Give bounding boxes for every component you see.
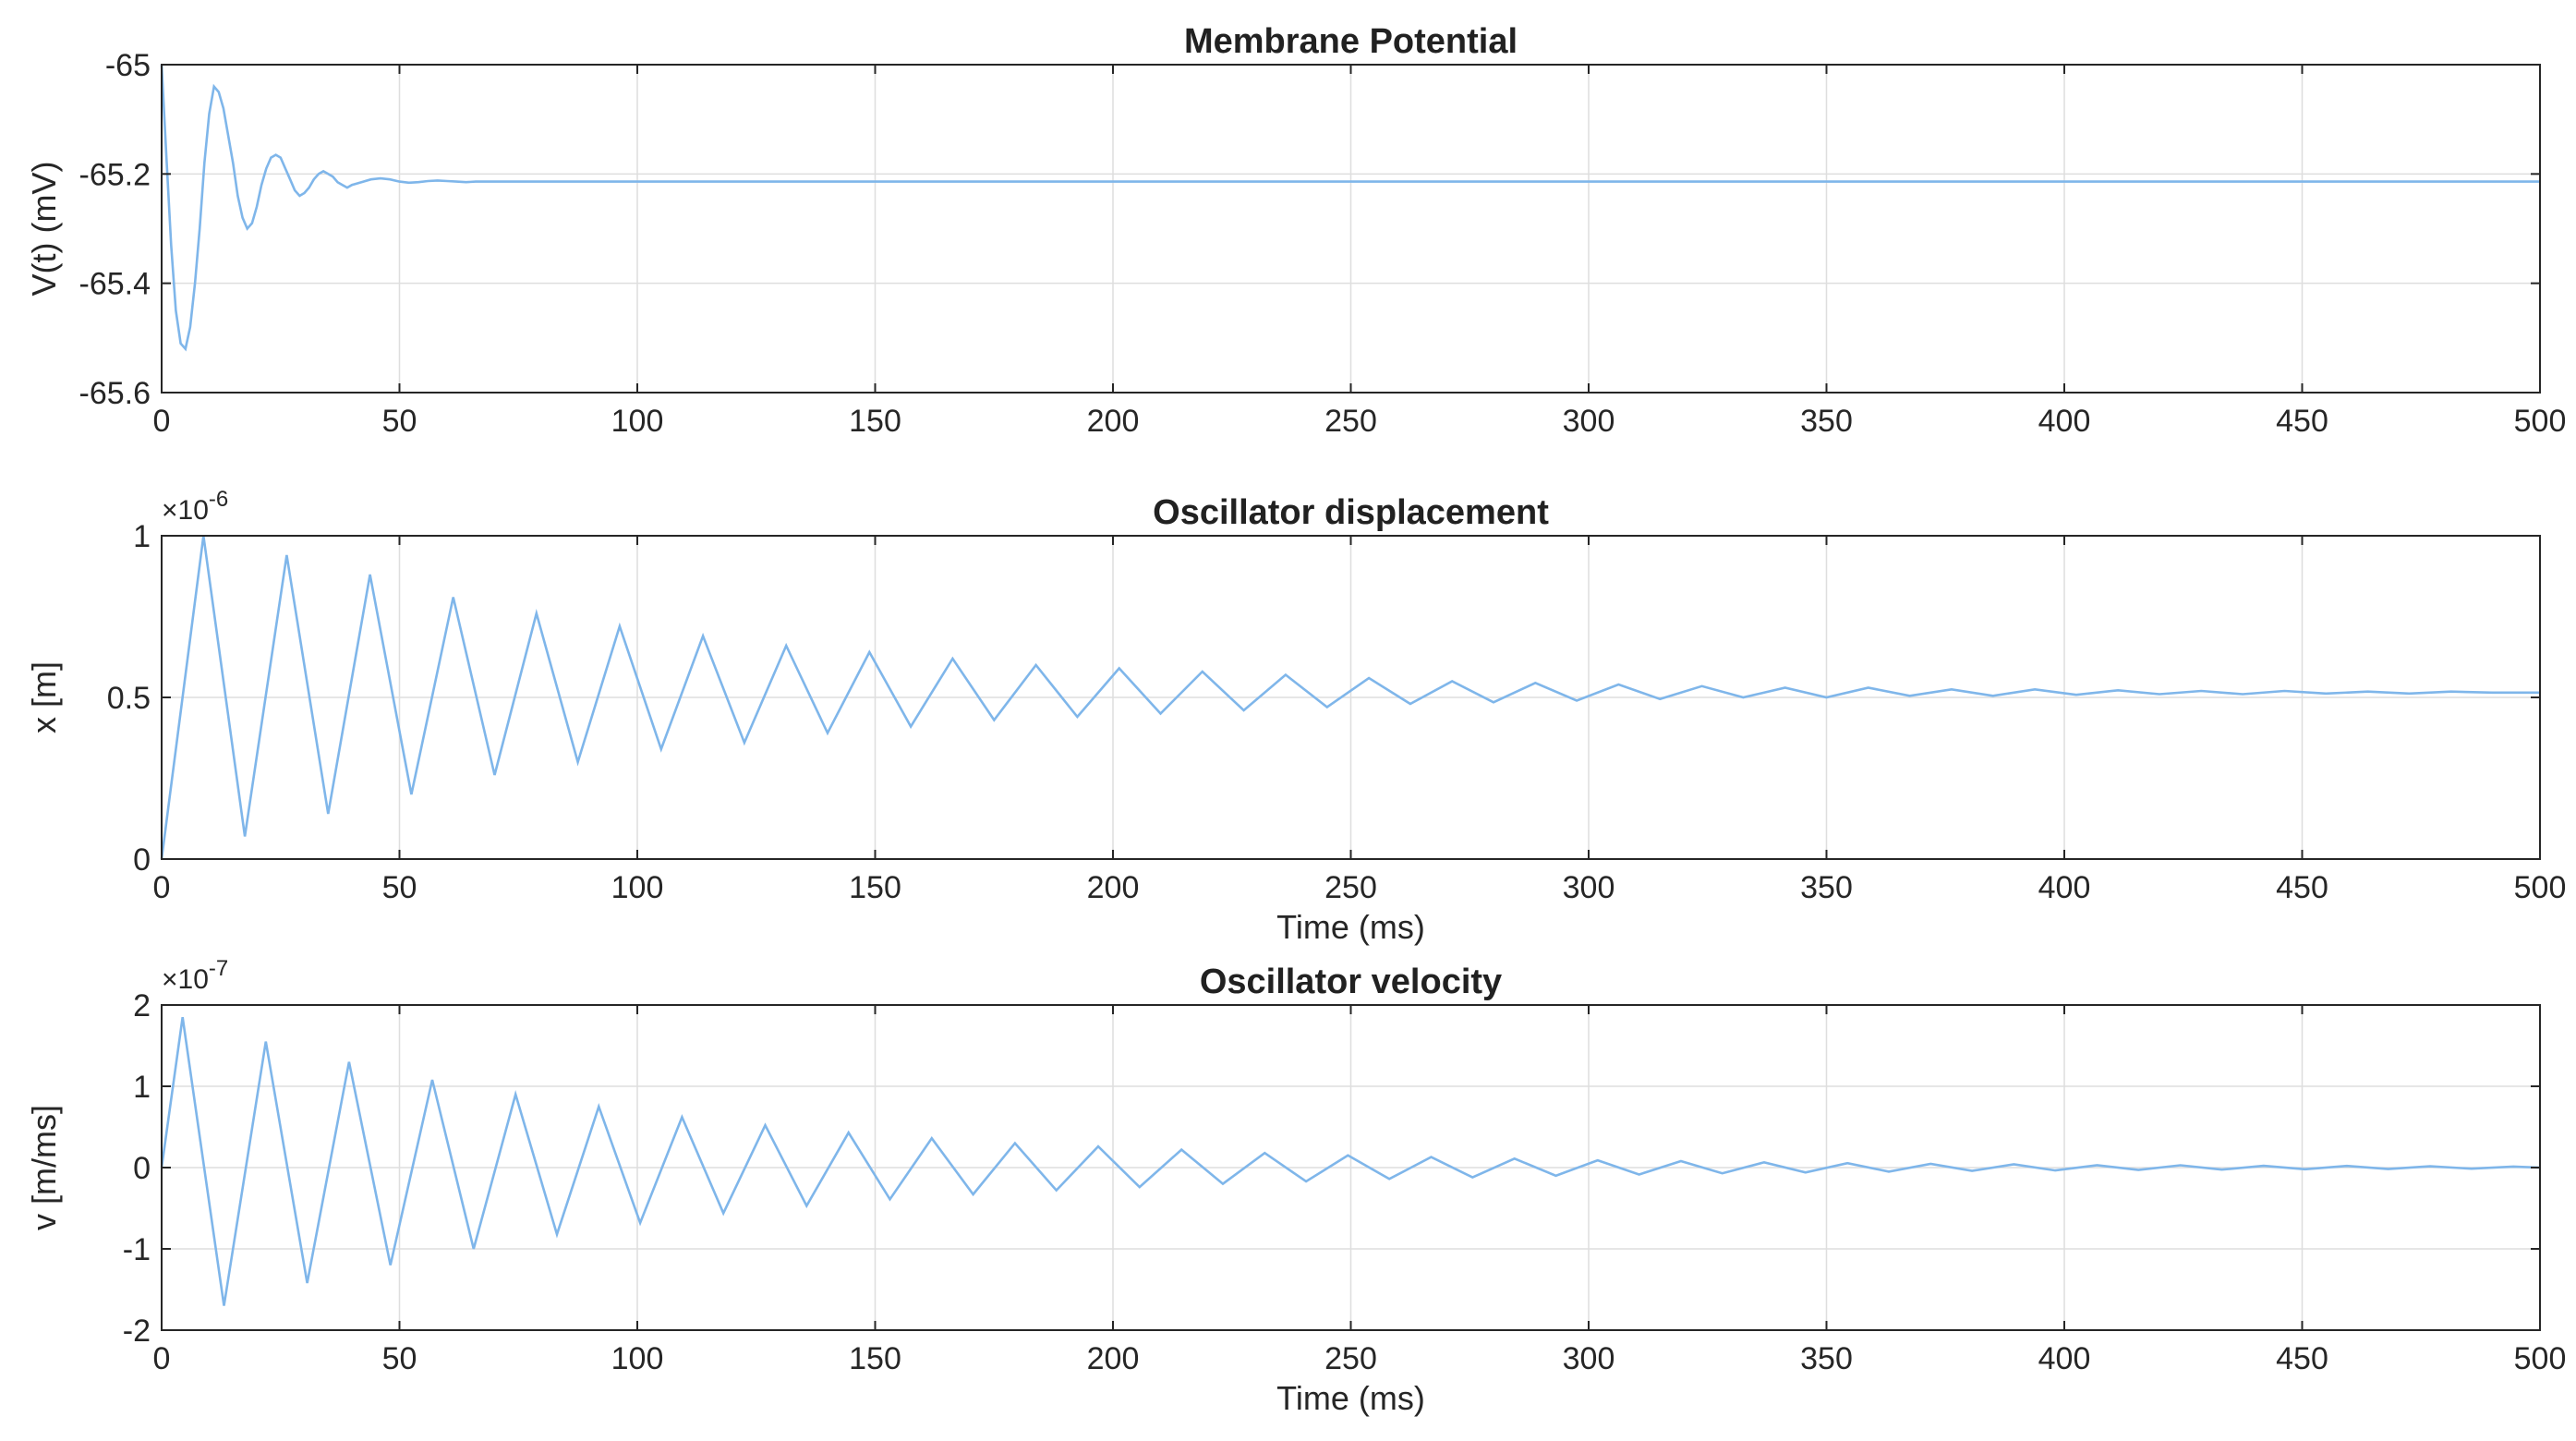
x-tick-label: 450 xyxy=(2276,870,2328,905)
y-exponent-label: ×10-7 xyxy=(162,956,228,995)
y-tick-label: -1 xyxy=(123,1232,151,1267)
x-tick-label: 300 xyxy=(1563,870,1615,905)
chart-title: Oscillator velocity xyxy=(1200,963,1502,1001)
y-tick-label: 0.5 xyxy=(107,681,151,716)
x-tick-label: 50 xyxy=(382,870,417,905)
x-tick-label: 200 xyxy=(1087,870,1140,905)
x-tick-label: 200 xyxy=(1087,404,1140,439)
y-tick-label: -65.4 xyxy=(79,267,151,302)
x-tick-label: 400 xyxy=(2038,404,2091,439)
x-axis-label: Time (ms) xyxy=(1276,908,1425,946)
subplot-1: 0 50 100 150 200 250 300 350 400 450 500 1 0.5 0 Oscil… xyxy=(25,487,2566,946)
series-line xyxy=(160,535,2540,860)
y-tick-label: -2 xyxy=(123,1314,151,1349)
y-axis-label: x [m] xyxy=(25,661,63,733)
x-tick-label: 150 xyxy=(849,404,901,439)
x-tick-label: 250 xyxy=(1324,1341,1377,1376)
x-tick-label: 400 xyxy=(2038,870,2091,905)
x-tick-label: 500 xyxy=(2514,1341,2567,1376)
x-tick-label: 100 xyxy=(611,870,664,905)
x-tick-label: 300 xyxy=(1563,404,1615,439)
x-tick-label: 200 xyxy=(1087,1341,1140,1376)
x-tick-label: 450 xyxy=(2276,404,2328,439)
x-tick-label: 500 xyxy=(2514,870,2567,905)
x-tick-label: 300 xyxy=(1563,1341,1615,1376)
y-exponent-label: ×10-6 xyxy=(162,487,228,526)
x-tick-label: 350 xyxy=(1800,870,1853,905)
x-tick-label: 100 xyxy=(611,404,664,439)
subplot-0: 0 50 100 150 200 250 300 350 400 450 500 -65 -65.2 -6… xyxy=(25,22,2566,439)
y-tick-label: -65.6 xyxy=(79,376,151,411)
x-tick-label: 350 xyxy=(1800,1341,1853,1376)
x-tick-label: 350 xyxy=(1800,404,1853,439)
subplot-2: 0 50 100 150 200 250 300 350 400 450 500 2 1 0 -1 -2 Osc… xyxy=(25,956,2566,1417)
x-tick-label: 100 xyxy=(611,1341,664,1376)
y-tick-label: 0 xyxy=(133,1151,151,1186)
x-tick-label: 50 xyxy=(382,404,417,439)
y-tick-label: 1 xyxy=(133,1070,151,1105)
x-tick-label: 50 xyxy=(382,1341,417,1376)
y-tick-label: 0 xyxy=(133,842,151,878)
x-axis-label: Time (ms) xyxy=(1276,1379,1425,1417)
x-tick-label: 250 xyxy=(1324,404,1377,439)
y-axis-label: v [m/ms] xyxy=(25,1105,63,1230)
y-tick-label: -65 xyxy=(105,48,151,83)
series-line xyxy=(160,1017,2541,1306)
y-axis-label: V(t) (mV) xyxy=(25,162,63,297)
x-tick-label: 0 xyxy=(153,404,171,439)
x-tick-label: 400 xyxy=(2038,1341,2091,1376)
x-tick-label: 0 xyxy=(153,1341,171,1376)
chart-title: Membrane Potential xyxy=(1184,22,1518,61)
x-tick-label: 450 xyxy=(2276,1341,2328,1376)
chart-title: Oscillator displacement xyxy=(1153,493,1549,532)
y-tick-label: -65.2 xyxy=(79,157,151,192)
x-tick-label: 500 xyxy=(2514,404,2567,439)
x-tick-label: 150 xyxy=(849,1341,901,1376)
y-tick-label: 1 xyxy=(133,519,151,554)
series-line xyxy=(160,64,2540,352)
x-tick-label: 150 xyxy=(849,870,901,905)
x-tick-label: 0 xyxy=(153,870,171,905)
y-tick-label: 2 xyxy=(133,988,151,1023)
x-tick-label: 250 xyxy=(1324,870,1377,905)
